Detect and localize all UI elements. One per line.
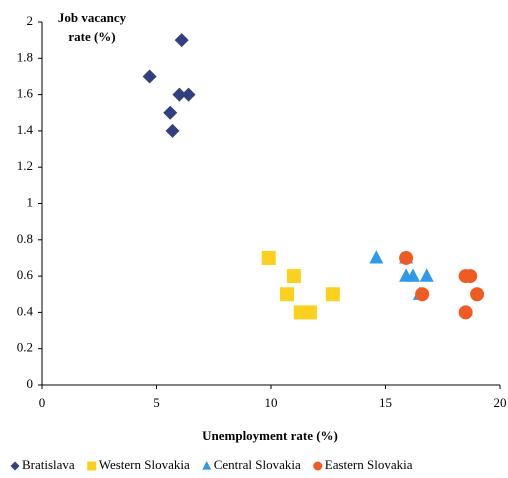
x-tick-label: 10 <box>265 395 278 410</box>
point <box>163 105 178 120</box>
point <box>280 287 295 302</box>
point <box>415 287 430 302</box>
legend-marker <box>202 461 212 470</box>
y-tick-label: 1.6 <box>17 86 34 101</box>
point <box>142 69 157 84</box>
y-tick-label: 1.2 <box>17 158 33 173</box>
point <box>463 269 478 284</box>
point <box>286 269 301 284</box>
point <box>419 268 434 282</box>
x-tick-label: 0 <box>39 395 46 410</box>
y-tick-label: 0.4 <box>17 303 34 318</box>
legend-marker <box>87 461 97 471</box>
legend-label: Bratislava <box>22 457 75 472</box>
point <box>470 287 485 302</box>
y-tick-label: 0.6 <box>17 267 34 282</box>
y-tick-label: 1.8 <box>17 49 33 64</box>
x-tick-label: 5 <box>153 395 160 410</box>
legend-marker <box>10 461 20 471</box>
y-tick-label: 0.8 <box>17 231 33 246</box>
point <box>261 250 276 265</box>
y-tick-label: 1 <box>27 194 34 209</box>
x-axis-title: Unemployment rate (%) <box>202 428 338 443</box>
x-tick-label: 20 <box>494 395 507 410</box>
legend-marker <box>313 461 323 471</box>
point <box>172 87 187 102</box>
point <box>369 250 384 264</box>
point <box>325 287 340 302</box>
point <box>399 250 414 265</box>
y-tick-label: 0.2 <box>17 340 33 355</box>
point <box>458 305 473 320</box>
point <box>165 123 180 138</box>
point <box>181 87 196 102</box>
point <box>174 33 189 48</box>
y-tick-label: 2 <box>27 13 34 28</box>
legend-label: Western Slovakia <box>99 457 190 472</box>
x-tick-label: 15 <box>379 395 392 410</box>
y-tick-label: 1.4 <box>17 122 34 137</box>
legend-label: Eastern Slovakia <box>325 457 413 472</box>
y-axis-title: Job vacancy rate (%) <box>57 10 127 44</box>
point <box>405 268 420 282</box>
legend-label: Central Slovakia <box>214 457 301 472</box>
point <box>302 305 317 320</box>
y-tick-label: 0 <box>27 376 34 391</box>
